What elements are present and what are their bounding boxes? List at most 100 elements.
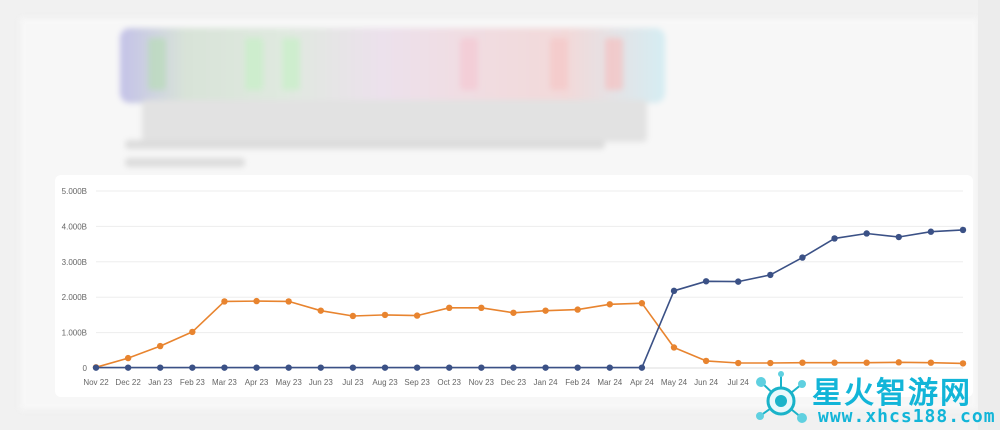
series-2-point <box>253 364 260 371</box>
watermark: 星火智游网 www.xhcs188.com <box>748 368 1000 430</box>
series-1-point <box>927 359 935 366</box>
watermark-title: 星火智游网 <box>812 376 972 411</box>
series-1-point <box>863 359 870 366</box>
x-tick-label: Jan 23 <box>148 378 173 387</box>
series-2-point <box>92 364 100 371</box>
series-1-point <box>606 301 613 308</box>
x-tick-label: Jul 24 <box>728 378 750 387</box>
x-tick-label: Apr 23 <box>245 378 269 387</box>
series-2-point <box>863 230 870 237</box>
background-right-edge <box>978 0 1000 430</box>
series-2-point <box>381 364 389 371</box>
x-tick-label: Dec 23 <box>501 378 527 387</box>
background-caption-box <box>142 100 647 142</box>
x-tick-label: May 24 <box>661 378 688 387</box>
series-2-point <box>638 364 646 371</box>
background-bar <box>245 38 263 90</box>
background-image <box>120 28 665 103</box>
series-2-point <box>221 364 228 371</box>
x-tick-label: Feb 23 <box>180 378 205 387</box>
series-1-point <box>349 312 357 320</box>
series-1-point <box>735 359 742 367</box>
x-tick-label: Jun 23 <box>309 378 334 387</box>
series-1-point <box>542 307 549 314</box>
series-2-point <box>606 364 613 371</box>
series-2-point <box>670 287 678 295</box>
series-2-point <box>124 364 132 371</box>
series-1-point <box>478 304 485 312</box>
x-tick-label: Oct 23 <box>437 378 461 387</box>
series-1-point <box>124 354 132 362</box>
series-2-point <box>799 254 806 261</box>
y-tick-label: 2.000B <box>62 293 87 302</box>
series-1-point <box>959 360 967 367</box>
series-1-point <box>317 307 324 314</box>
series-1-point <box>157 342 164 350</box>
x-tick-label: Jun 24 <box>694 378 719 387</box>
series-1-point <box>702 357 710 365</box>
watermark-url: www.xhcs188.com <box>818 406 996 427</box>
series-2-point <box>927 228 935 235</box>
series-2-point <box>959 226 967 234</box>
series-1-point <box>799 359 806 366</box>
series-1-point <box>638 300 646 307</box>
background-bar <box>460 38 478 90</box>
series-1-point <box>413 312 421 319</box>
series-1-point <box>285 298 292 305</box>
series-1-point <box>189 328 196 336</box>
series-1-point <box>253 297 260 305</box>
series-line-2 <box>96 229 964 369</box>
x-tick-label: Feb 24 <box>565 378 590 387</box>
chart-card: 0 1.000B 2.000B 3.000B 4.000B 5.000B Nov 22 Dec… <box>55 175 973 397</box>
series-2-point <box>446 364 453 371</box>
series-1-point <box>767 359 774 367</box>
series-1-point <box>831 359 838 366</box>
series-1-point <box>446 304 453 312</box>
series-2-point <box>317 364 324 371</box>
background-text-line <box>125 140 605 149</box>
x-tick-label: Sep 23 <box>404 378 430 387</box>
series-1-point <box>510 309 517 316</box>
series-1-point <box>221 298 228 305</box>
x-tick-label: Apr 24 <box>630 378 654 387</box>
series-2-point <box>767 271 774 279</box>
x-tick-label: Nov 22 <box>83 378 109 387</box>
series-line-1 <box>95 300 964 369</box>
series-2-point <box>349 364 357 371</box>
x-tick-label: Dec 22 <box>115 378 141 387</box>
series-1-point <box>895 359 902 366</box>
y-tick-label: 3.000B <box>62 258 87 267</box>
background-bar <box>550 38 568 90</box>
network-logo-icon <box>756 371 807 423</box>
series-2-point <box>831 235 838 242</box>
series-2-point <box>189 364 196 371</box>
y-tick-label: 1.000B <box>62 329 87 338</box>
line-chart: 0 1.000B 2.000B 3.000B 4.000B 5.000B Nov 22 Dec… <box>62 187 967 387</box>
series-2-point <box>574 364 581 371</box>
x-tick-label: Jul 23 <box>342 378 364 387</box>
x-tick-label: Nov 23 <box>469 378 495 387</box>
series-2-point <box>735 278 742 285</box>
series-2-point <box>895 233 902 241</box>
x-tick-label: Jan 24 <box>534 378 559 387</box>
background-text-line <box>125 158 245 167</box>
series-1-point <box>574 306 581 313</box>
series-1-point <box>381 311 389 319</box>
y-tick-label: 0 <box>83 364 88 373</box>
series-2-point <box>542 364 549 371</box>
background-bar <box>605 38 623 90</box>
series-2-point <box>510 364 517 371</box>
x-tick-label: Aug 23 <box>372 378 398 387</box>
series-1-point <box>670 344 678 351</box>
background-bar <box>282 38 300 90</box>
y-tick-label: 5.000B <box>62 187 87 196</box>
series-2-point <box>157 364 164 371</box>
x-tick-label: Mar 24 <box>597 378 622 387</box>
y-tick-label: 4.000B <box>62 222 87 231</box>
series-2-point <box>702 278 710 285</box>
series-2-point <box>413 364 421 371</box>
x-tick-label: May 23 <box>276 378 303 387</box>
x-tick-label: Mar 23 <box>212 378 237 387</box>
background-bar <box>148 38 166 90</box>
series-2-point <box>285 364 292 371</box>
